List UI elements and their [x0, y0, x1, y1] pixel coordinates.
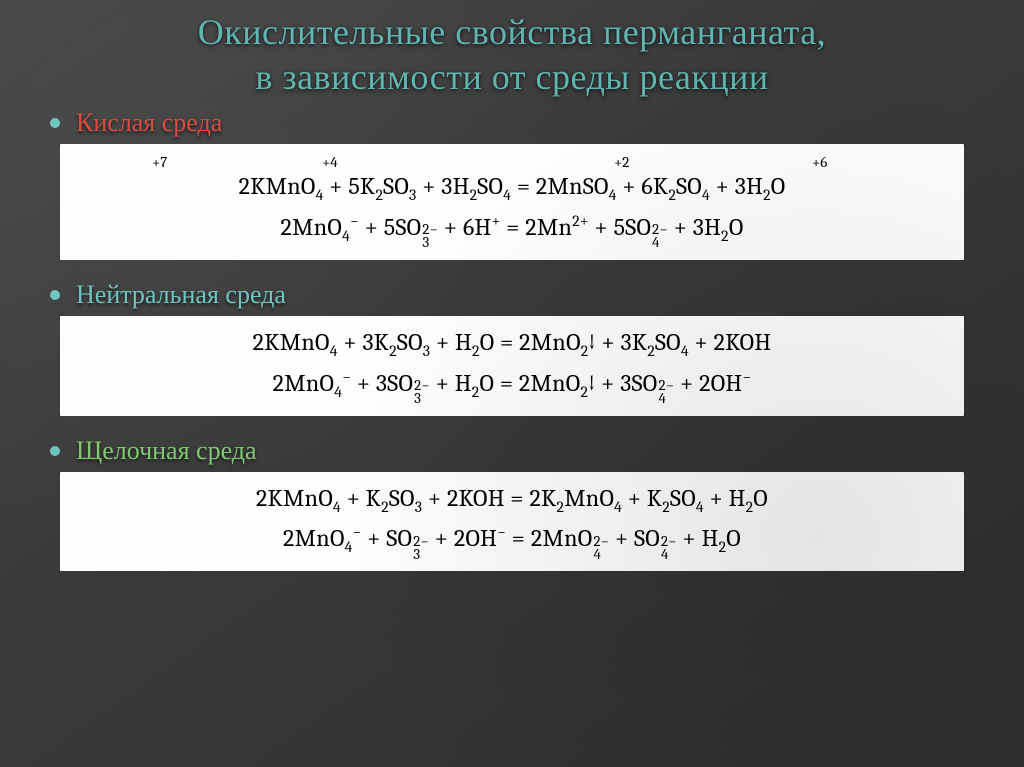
- bullet-icon: [50, 446, 60, 456]
- alkali-eq-molecular: 2KMnO4 + K2SO3 + 2KOH = 2K2MnO4 + K2SO4 …: [74, 478, 950, 519]
- neutral-label: Нейтральная среда: [76, 280, 286, 310]
- acid-equation-box: +7 +4 +2 +6 2KMnO4 + 5K2SO3 + 3H2SO4 = 2…: [60, 144, 964, 260]
- title-line2: в зависимости от среды реакции: [255, 57, 768, 97]
- alkali-label-row: Щелочная среда: [50, 436, 994, 466]
- acid-label-row: Кислая среда: [50, 108, 994, 138]
- neutral-equation-box: 2KMnO4 + 3K2SO3 + H2O = 2MnO2↓ + 3K2SO4 …: [60, 316, 964, 416]
- bullet-icon: [50, 118, 60, 128]
- section-alkali: Щелочная среда 2KMnO4 + K2SO3 + 2KOH = 2…: [30, 436, 994, 572]
- neutral-eq-ionic: 2MnO4− + 3SO2−3 + H2O = 2MnO2↓ + 3SO2−4 …: [74, 363, 950, 406]
- title-line1: Окислительные свойства перманганата,: [198, 12, 826, 52]
- neutral-eq-molecular: 2KMnO4 + 3K2SO3 + H2O = 2MnO2↓ + 3K2SO4 …: [74, 322, 950, 363]
- acid-eq-ionic: 2MnO4− + 5SO2−3 + 6H+ = 2Mn2+ + 5SO2−4 +…: [74, 207, 950, 250]
- slide: Окислительные свойства перманганата, в з…: [0, 0, 1024, 767]
- slide-title: Окислительные свойства перманганата, в з…: [30, 10, 994, 100]
- acid-label: Кислая среда: [76, 108, 222, 138]
- alkali-label: Щелочная среда: [76, 436, 257, 466]
- section-neutral: Нейтральная среда 2KMnO4 + 3K2SO3 + H2O …: [30, 280, 994, 416]
- neutral-label-row: Нейтральная среда: [50, 280, 994, 310]
- alkali-eq-ionic: 2MnO4− + SO2−3 + 2OH− = 2MnO2−4 + SO2−4 …: [74, 518, 950, 561]
- acid-eq-molecular: 2KMnO4 + 5K2SO3 + 3H2SO4 = 2MnSO4 + 6K2S…: [74, 166, 950, 207]
- section-acid: Кислая среда +7 +4 +2 +6 2KMnO4 + 5K2SO3…: [30, 108, 994, 260]
- alkali-equation-box: 2KMnO4 + K2SO3 + 2KOH = 2K2MnO4 + K2SO4 …: [60, 472, 964, 572]
- bullet-icon: [50, 290, 60, 300]
